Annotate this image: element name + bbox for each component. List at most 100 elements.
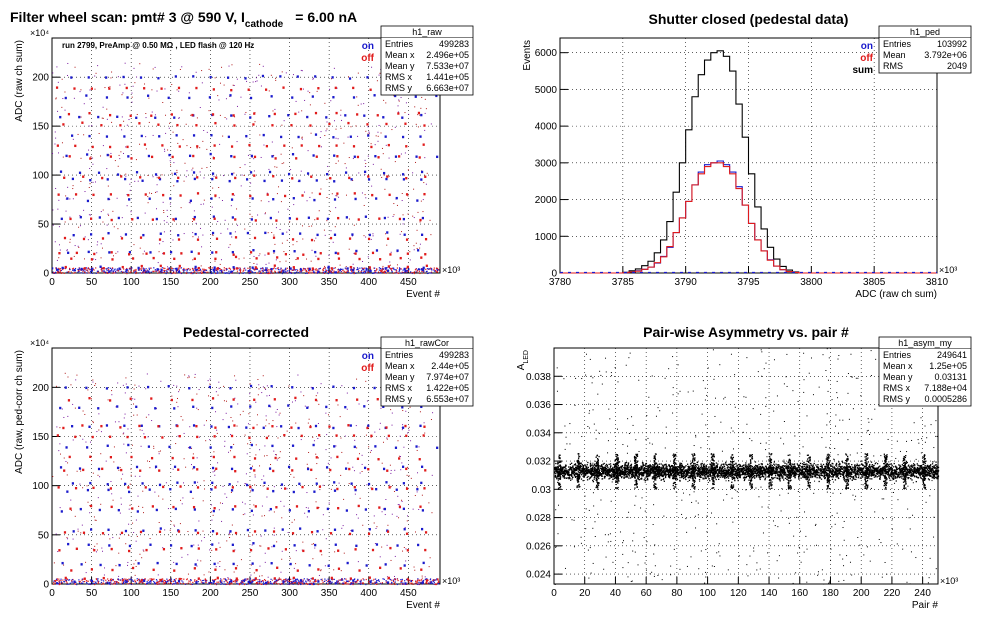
noise-point (311, 387, 312, 388)
noise-point (411, 478, 412, 479)
x-tick-label: 0 (49, 588, 55, 599)
baseline-point (287, 270, 288, 271)
series-point-off (150, 115, 152, 117)
series-point-off (194, 258, 196, 260)
series-point-on (148, 155, 150, 157)
baseline-point (261, 584, 262, 585)
series-point-on (251, 218, 253, 220)
noise-point (70, 500, 71, 501)
baseline-point (194, 270, 195, 271)
stats-row-label: Entries (883, 39, 912, 49)
series-point-off (330, 237, 332, 239)
noise-point (413, 189, 414, 190)
series-point-on (271, 155, 273, 157)
noise-point (170, 160, 171, 161)
baseline-point (112, 273, 113, 274)
series-point-off (89, 456, 91, 458)
baseline-point (120, 579, 121, 580)
baseline-point (357, 579, 358, 580)
noise-point (424, 433, 425, 434)
noise-point (408, 430, 409, 431)
noise-point (201, 246, 202, 247)
noise-point (398, 517, 399, 518)
noise-point (403, 223, 404, 224)
noise-point (230, 450, 231, 451)
baseline-point (373, 579, 374, 580)
series-point-on (158, 135, 160, 137)
series-point-on (316, 482, 318, 484)
noise-point (271, 232, 272, 233)
noise-point (188, 375, 189, 376)
noise-point (365, 381, 366, 382)
noise-point (274, 244, 275, 245)
baseline-point (254, 580, 255, 581)
noise-point (254, 170, 255, 171)
noise-point (209, 384, 210, 385)
noise-point (317, 438, 318, 439)
series-point-on (245, 135, 247, 137)
noise-point (111, 390, 112, 391)
baseline-point (236, 580, 237, 581)
series-point-on (136, 466, 138, 468)
baseline-point (209, 582, 210, 583)
baseline-point (240, 272, 241, 273)
noise-point (94, 385, 95, 386)
noise-point (194, 210, 195, 211)
noise-point (240, 167, 241, 168)
noise-point (276, 227, 277, 228)
baseline-point (344, 583, 345, 584)
series-point-off (358, 505, 360, 507)
noise-point (293, 204, 294, 205)
baseline-point (280, 579, 281, 580)
baseline-point (202, 269, 203, 270)
series-point-off (248, 89, 250, 91)
baseline-point (314, 584, 315, 585)
baseline-point (146, 272, 147, 273)
baseline-point (362, 269, 363, 270)
noise-point (127, 428, 128, 429)
baseline-point (411, 583, 412, 584)
noise-point (73, 198, 74, 199)
noise-point (358, 561, 359, 562)
series-point-off (110, 456, 112, 458)
baseline-point (242, 582, 243, 583)
series-point-off (423, 434, 425, 436)
series-point-on (138, 267, 140, 269)
noise-point (321, 146, 322, 147)
baseline-point (410, 271, 411, 272)
baseline-point (53, 582, 54, 583)
baseline-point (75, 268, 76, 269)
noise-point (288, 532, 289, 533)
series-point-off (234, 505, 236, 507)
noise-point (407, 475, 408, 476)
noise-point (104, 87, 105, 88)
series-point-on (354, 446, 356, 448)
baseline-point (347, 580, 348, 581)
noise-point (326, 220, 327, 221)
noise-point (249, 214, 250, 215)
series-point-off (153, 569, 155, 571)
noise-point (56, 426, 57, 427)
series-point-on (347, 562, 349, 564)
noise-point (302, 542, 303, 543)
baseline-point (178, 268, 179, 269)
series-point-on (123, 425, 125, 427)
baseline-point (349, 581, 350, 582)
noise-point (402, 200, 403, 201)
series-point-on (265, 269, 267, 271)
series-point-off (214, 426, 216, 428)
noise-point (376, 528, 377, 529)
series-point-on (403, 482, 405, 484)
series-point-off (250, 251, 252, 253)
noise-point (301, 171, 302, 172)
noise-point (363, 103, 364, 104)
series-point-off (370, 146, 372, 148)
noise-point (222, 503, 223, 504)
series-point-off (191, 114, 193, 116)
series-point-off (354, 192, 356, 194)
series-point-off (253, 112, 255, 114)
baseline-point (277, 267, 278, 268)
series-point-off (91, 258, 93, 260)
baseline-point (225, 579, 226, 580)
noise-point (349, 219, 350, 220)
